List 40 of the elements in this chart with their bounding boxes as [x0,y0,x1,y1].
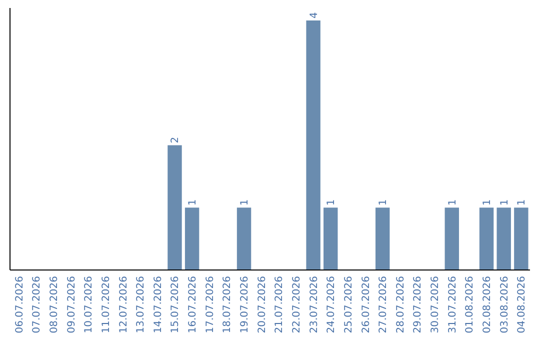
x-tick-label: 21.07.2026 [274,276,286,334]
data-label: 2 [170,136,182,144]
x-tick-label: 24.07.2026 [326,276,338,334]
x-tick-label: 15.07.2026 [170,276,182,334]
x-tick-label: 12.07.2026 [118,276,130,334]
data-label: 1 [447,199,458,206]
x-tick-label: 06.07.2026 [14,276,26,334]
x-tick-label: 01.08.2026 [464,276,476,334]
x-tick-label: 27.07.2026 [378,276,390,334]
x-tick-label: 13.07.2026 [136,276,147,334]
x-tick-label: 31.07.2026 [447,276,458,334]
x-tick-label: 02.08.2026 [482,276,494,334]
x-tick-label: 25.07.2026 [343,276,354,334]
x-tick-label: 18.07.2026 [222,276,234,334]
x-tick-label: 03.08.2026 [499,276,510,334]
data-label: 1 [482,199,494,206]
x-tick-label: 26.07.2026 [360,276,372,334]
data-label: 1 [516,199,528,206]
x-tick-label: 08.07.2026 [48,276,60,334]
data-label: 1 [188,199,199,206]
x-tick-label: 11.07.2026 [100,276,112,334]
x-tick-label: 14.07.2026 [152,276,164,334]
x-tick-label: 17.07.2026 [204,276,216,334]
data-label: 1 [240,199,251,206]
x-tick-label: 10.07.2026 [84,276,95,334]
data-label: 4 [308,12,320,18]
x-tick-label: 07.07.2026 [32,276,43,334]
x-tick-label: 04.08.2026 [516,276,528,334]
x-tick-label: 19.07.2026 [240,276,251,334]
x-tick-label: 23.07.2026 [308,276,320,334]
data-label: 1 [326,199,338,206]
x-tick-label: 22.07.2026 [291,276,302,334]
x-tick-label: 09.07.2026 [66,276,78,334]
x-tick-label: 30.07.2026 [430,276,442,334]
x-tick-label: 29.07.2026 [412,276,424,334]
x-tick-label: 28.07.2026 [395,276,406,334]
x-tick-label: 16.07.2026 [188,276,199,334]
data-label: 1 [499,199,510,206]
data-label: 1 [378,199,390,206]
x-tick-label: 20.07.2026 [256,276,268,334]
